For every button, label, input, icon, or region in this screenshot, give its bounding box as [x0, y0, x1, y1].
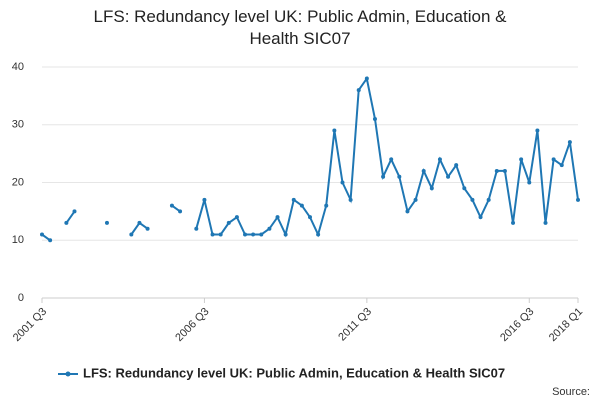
legend-marker-dot: [65, 371, 71, 377]
point: [372, 116, 377, 121]
point: [381, 174, 386, 179]
chart-title: LFS: Redundancy level UK: Public Admin, …: [93, 7, 507, 48]
point: [567, 140, 572, 145]
point: [397, 174, 402, 179]
point: [218, 232, 223, 237]
point: [478, 215, 483, 220]
point: [283, 232, 288, 237]
point: [40, 232, 44, 237]
point: [202, 197, 207, 202]
y-tick-label: 20: [12, 176, 24, 188]
x-tick-label: 2018 Q1: [547, 306, 585, 344]
point: [72, 209, 77, 214]
point: [259, 232, 264, 237]
x-tick-label: 2016 Q3: [498, 306, 536, 344]
point: [332, 128, 337, 133]
point: [502, 168, 507, 173]
point: [64, 220, 69, 225]
x-tick-label: 2011 Q3: [336, 306, 374, 344]
y-tick-label: 0: [18, 292, 24, 304]
point: [421, 168, 426, 173]
point: [299, 203, 304, 208]
point: [494, 168, 499, 173]
y-tick-label: 30: [12, 119, 24, 131]
point: [559, 163, 564, 168]
point: [437, 157, 442, 162]
point: [576, 197, 580, 202]
point: [413, 197, 418, 202]
legend-label: LFS: Redundancy level UK: Public Admin, …: [83, 365, 505, 380]
point: [389, 157, 394, 162]
point: [129, 232, 134, 237]
point: [251, 232, 256, 237]
point: [356, 88, 361, 93]
point: [486, 197, 491, 202]
point: [243, 232, 248, 237]
point: [291, 197, 296, 202]
point: [527, 180, 532, 185]
point: [137, 220, 142, 225]
point: [169, 203, 174, 208]
y-tick-label: 40: [12, 61, 24, 73]
x-tick-label: 2001 Q3: [11, 306, 49, 344]
point: [308, 215, 312, 220]
point: [48, 238, 53, 243]
point: [104, 220, 109, 225]
point: [462, 186, 467, 191]
point: [551, 157, 556, 162]
point: [470, 197, 475, 202]
point: [454, 163, 459, 168]
y-tick-label: 10: [12, 234, 24, 246]
point: [316, 232, 321, 237]
point: [267, 226, 272, 231]
x-tick-label: 2006 Q3: [173, 306, 211, 344]
point: [511, 220, 516, 225]
point: [535, 128, 540, 133]
point: [226, 220, 231, 225]
source: Source:: [552, 386, 590, 398]
point: [145, 226, 150, 231]
point: [194, 226, 199, 231]
point: [446, 174, 451, 179]
point: [348, 197, 353, 202]
point: [340, 180, 345, 185]
point: [543, 220, 548, 225]
point: [429, 186, 434, 191]
point: [275, 215, 280, 220]
point: [210, 232, 215, 237]
point: [405, 209, 410, 214]
point: [324, 203, 329, 208]
point: [519, 157, 524, 162]
point: [234, 215, 239, 220]
point: [178, 209, 183, 214]
point: [364, 76, 369, 81]
